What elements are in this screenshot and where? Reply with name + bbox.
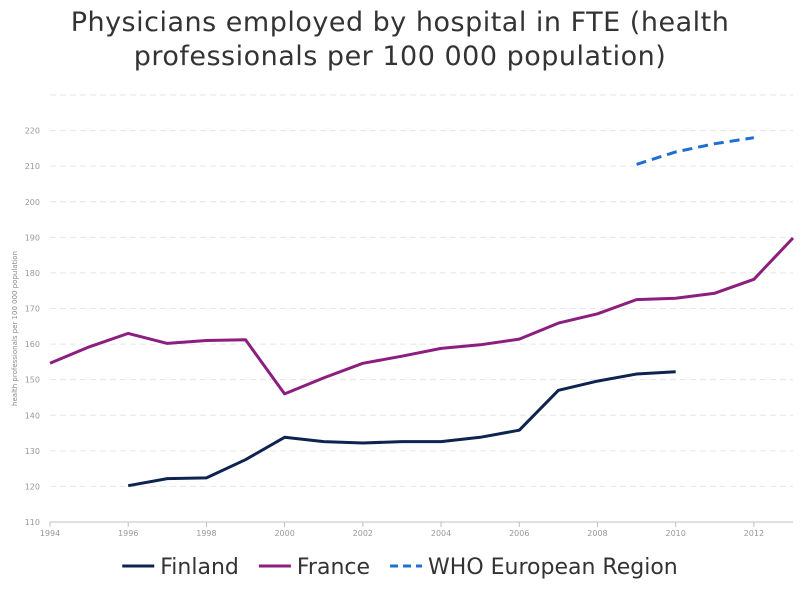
y-tick-label: 110 bbox=[25, 518, 40, 527]
axes: 110 120 130 140 150 160 170 180 190 200 210 220 1994… bbox=[25, 127, 793, 538]
y-tick-label: 220 bbox=[25, 127, 40, 136]
x-tick-label: 1996 bbox=[118, 529, 138, 538]
x-tick-label: 1994 bbox=[40, 529, 60, 538]
x-tick-label: 2006 bbox=[509, 529, 529, 538]
y-axis-label: health professionals per 100 000 populat… bbox=[11, 251, 19, 406]
y-tick-label: 120 bbox=[25, 482, 40, 491]
legend: Finland France WHO European Region bbox=[122, 555, 678, 580]
series-line-france bbox=[49, 236, 795, 396]
x-tick-label: 2000 bbox=[274, 529, 294, 538]
y-tick-label: 160 bbox=[25, 340, 40, 349]
y-tick-label: 150 bbox=[25, 376, 40, 385]
y-tick-label: 140 bbox=[25, 411, 40, 420]
y-tick-label: 130 bbox=[25, 447, 40, 456]
x-tick-label: 2008 bbox=[587, 529, 607, 538]
series-line-finland bbox=[127, 370, 676, 488]
y-tick-label: 210 bbox=[25, 162, 40, 171]
y-tick-label: 190 bbox=[25, 233, 40, 242]
legend-label[interactable]: France bbox=[297, 555, 370, 580]
y-tick-label: 180 bbox=[25, 269, 40, 278]
x-tick-label: 2012 bbox=[744, 529, 764, 538]
y-tick-label: 200 bbox=[25, 198, 40, 207]
x-tick-label: 1998 bbox=[196, 529, 216, 538]
x-tick-label: 2004 bbox=[431, 529, 451, 538]
series-line-who-european-region bbox=[636, 136, 755, 166]
x-tick-label: 2002 bbox=[353, 529, 373, 538]
y-tick-label: 170 bbox=[25, 305, 40, 314]
legend-label[interactable]: WHO European Region bbox=[428, 555, 678, 580]
series-lines bbox=[49, 136, 795, 488]
x-tick-label: 2010 bbox=[666, 529, 686, 538]
grid-lines bbox=[50, 94, 793, 487]
chart-title: Physicians employed by hospital in FTE (… bbox=[70, 7, 730, 72]
legend-label[interactable]: Finland bbox=[160, 555, 239, 580]
